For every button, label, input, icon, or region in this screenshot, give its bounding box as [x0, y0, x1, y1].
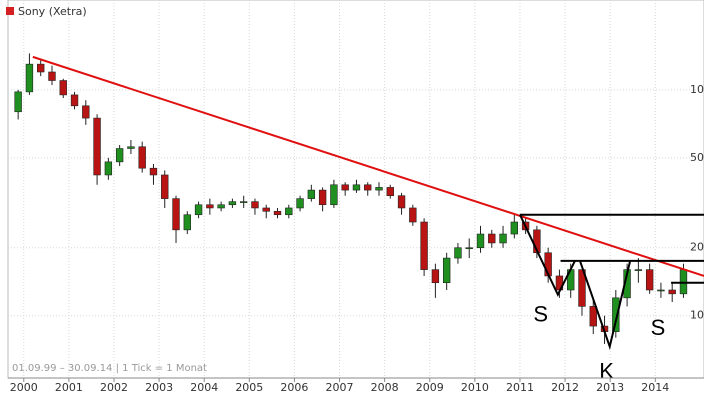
- x-tick-label: 2013: [596, 381, 624, 394]
- candle-body: [454, 247, 462, 259]
- x-tick-label: 2000: [10, 381, 38, 394]
- x-tick-label: 2004: [190, 381, 218, 394]
- pattern-label: K: [599, 358, 614, 383]
- candle-body: [37, 63, 45, 73]
- candle-body: [397, 195, 406, 209]
- plot-layer: 10 20 50 100 S K S: [8, 0, 704, 383]
- candle-body: [488, 233, 496, 244]
- footer: 01.09.99 – 30.09.14 | 1 Tick = 1 Monat: [12, 363, 207, 374]
- candle-body: [499, 233, 507, 244]
- trend-line: [32, 55, 704, 277]
- candle-body: [668, 289, 676, 295]
- candle-body: [330, 184, 338, 206]
- candle-body: [409, 207, 417, 223]
- trend-line: [579, 260, 631, 351]
- pattern-label: S: [533, 302, 548, 327]
- candle-body: [82, 105, 90, 119]
- candle-body: [48, 71, 56, 81]
- candle-body: [59, 80, 67, 96]
- candle-body: [341, 184, 349, 191]
- x-tick-label: 2001: [55, 381, 83, 394]
- candle-body: [194, 204, 203, 216]
- candle-body: [104, 161, 113, 176]
- x-tick-label: 2007: [326, 381, 354, 394]
- y-tick-label: 10: [690, 309, 704, 322]
- candle-body: [296, 198, 304, 209]
- candle-body: [364, 184, 372, 191]
- candle-body: [645, 269, 654, 291]
- y-tick-label: 20: [690, 241, 704, 254]
- x-tick-label: 2014: [641, 381, 669, 394]
- candle-body: [442, 257, 451, 284]
- candle-body: [172, 198, 180, 231]
- candle-body: [375, 187, 383, 191]
- x-tick-label: 2010: [461, 381, 489, 394]
- candle-body: [217, 204, 225, 209]
- candle-body: [25, 63, 34, 93]
- candle-body: [431, 269, 440, 284]
- candle-body: [352, 184, 361, 191]
- candle-body: [70, 94, 79, 107]
- legend-swatch: [6, 7, 14, 15]
- candle-body: [285, 207, 293, 216]
- x-tick-label: 2008: [371, 381, 399, 394]
- trend-line: [519, 214, 576, 297]
- candle-body: [476, 233, 485, 249]
- candle-body: [262, 207, 270, 212]
- candle-body: [240, 201, 248, 203]
- y-tick-label: 100: [690, 83, 704, 96]
- candle-body: [634, 269, 643, 271]
- candle-body: [318, 189, 327, 206]
- candle-body: [14, 91, 22, 113]
- candle-body: [657, 289, 665, 292]
- y-tick-label: 50: [690, 151, 704, 164]
- candle-body: [251, 201, 259, 209]
- candle-body: [161, 174, 169, 199]
- x-tick-label: 2011: [506, 381, 534, 394]
- candle-body: [93, 117, 101, 176]
- x-tick-label: 2002: [100, 381, 128, 394]
- candle-body: [115, 148, 124, 163]
- pattern-label: S: [651, 315, 666, 340]
- candle-body: [307, 189, 316, 199]
- candle-body: [149, 167, 158, 176]
- x-tick-label: 2005: [235, 381, 263, 394]
- candle-body: [138, 146, 146, 169]
- candle-body: [228, 201, 237, 206]
- x-tick-label: 2009: [416, 381, 444, 394]
- candle-body: [127, 146, 135, 149]
- x-tick-label: 2003: [145, 381, 173, 394]
- candle-body: [510, 221, 519, 235]
- candle-body: [273, 210, 282, 216]
- chart-title: Sony (Xetra): [18, 5, 87, 18]
- candle-body: [386, 187, 394, 196]
- x-tick-label: 2012: [551, 381, 579, 394]
- x-tick-label: 2006: [280, 381, 308, 394]
- candle-body: [206, 204, 214, 209]
- candle-body: [420, 221, 428, 270]
- candle-body: [465, 247, 473, 250]
- candle-body: [612, 297, 620, 332]
- candle-body: [183, 214, 191, 231]
- candle-body: [589, 306, 597, 327]
